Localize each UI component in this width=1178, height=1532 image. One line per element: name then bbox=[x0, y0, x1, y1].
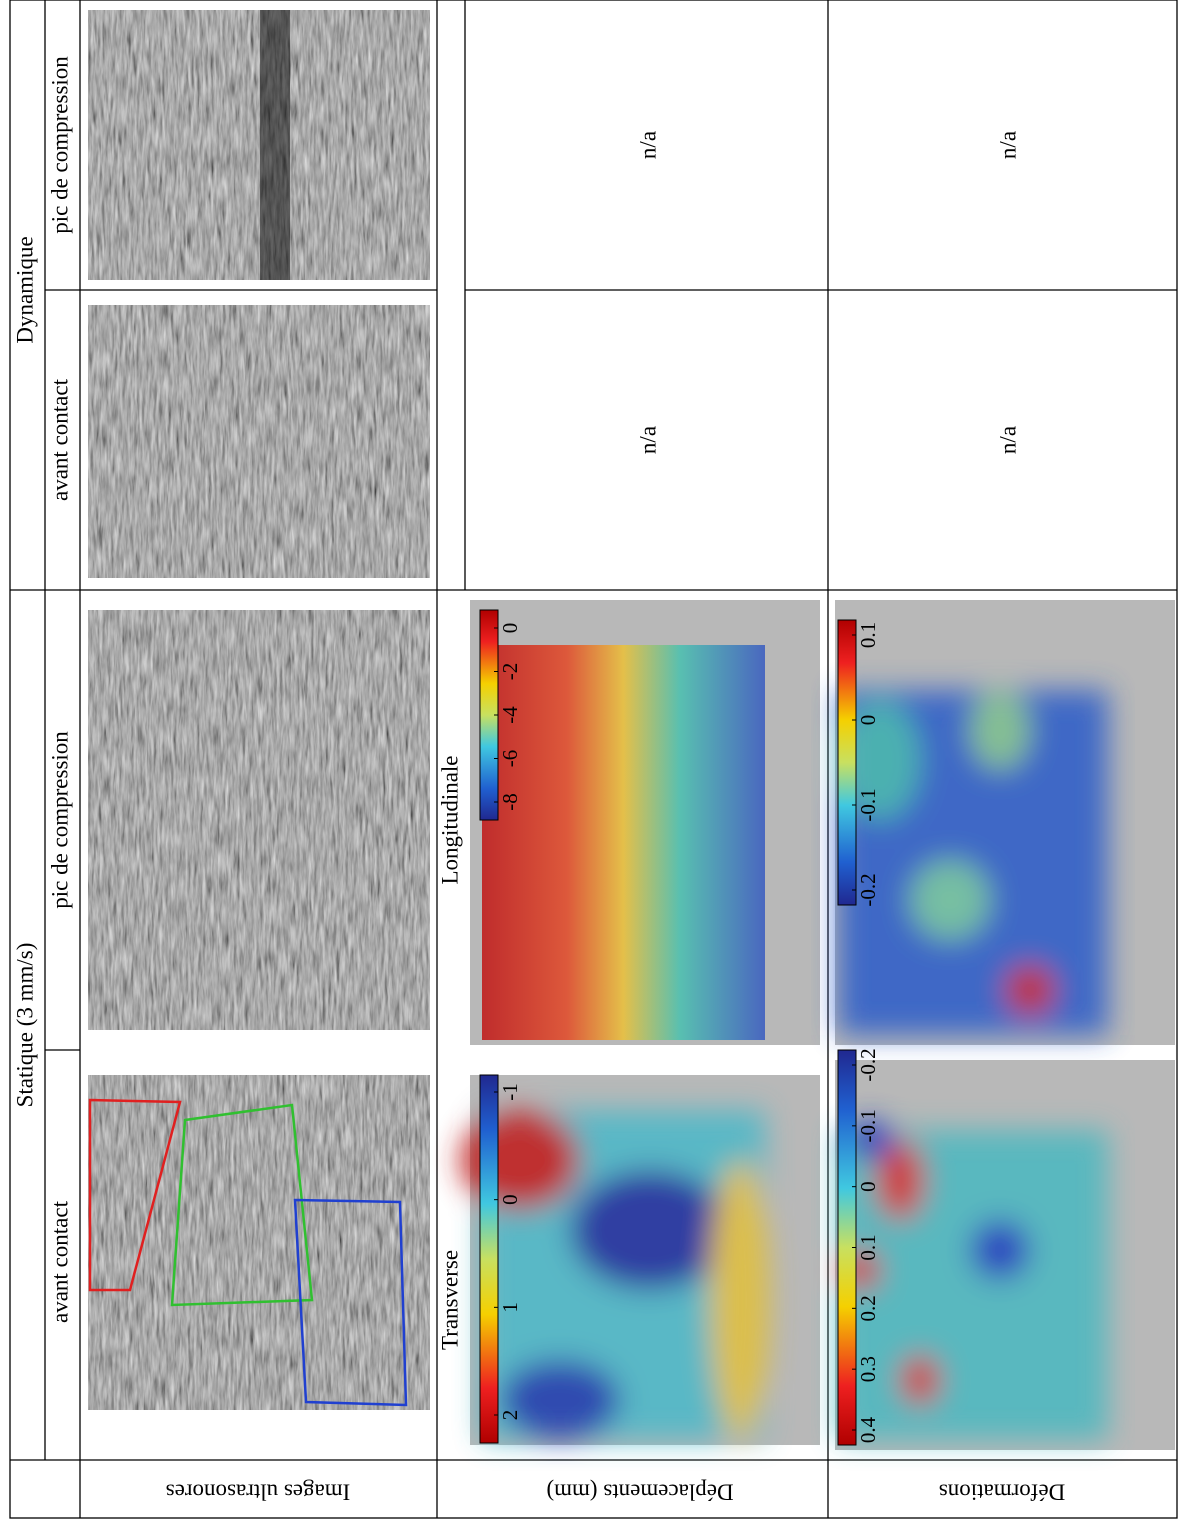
image-shade bbox=[260, 10, 290, 280]
colorbar-tick-label: -6 bbox=[498, 750, 522, 768]
panel-label: Transverse bbox=[437, 1250, 462, 1350]
ultrasound-images bbox=[88, 10, 430, 1410]
na: n/a bbox=[995, 426, 1020, 454]
colorbar-tick-label: 0 bbox=[498, 623, 522, 634]
row-header: Déplacements (mm) bbox=[546, 1480, 733, 1505]
colorbar-tick-label: 0.3 bbox=[856, 1356, 880, 1382]
colorbar-tick-label: -8 bbox=[498, 793, 522, 811]
colorbar-tick-label: -0.1 bbox=[856, 788, 880, 821]
ultrasound-image bbox=[88, 305, 430, 578]
na: n/a bbox=[635, 426, 660, 454]
colorbar-tick-label: -2 bbox=[498, 663, 522, 681]
table-border bbox=[9, 0, 1178, 1519]
colorbar-tick-label: 0.1 bbox=[856, 622, 880, 648]
roi bbox=[293, 1198, 408, 1407]
column-header: avant contact bbox=[47, 1200, 72, 1323]
ultrasound-image bbox=[88, 610, 430, 1030]
column-header: avant contact bbox=[47, 378, 72, 501]
colorbar-tick-label: 0.4 bbox=[856, 1416, 880, 1443]
colorbars bbox=[479, 609, 857, 1446]
na: n/a bbox=[995, 131, 1020, 159]
ultrasound-image bbox=[88, 1075, 430, 1410]
header-dynamic: Dynamique bbox=[12, 236, 37, 343]
colorbar-tick-label: 0.2 bbox=[856, 1295, 880, 1321]
colorbar-tick-label: 0 bbox=[498, 1194, 522, 1205]
row-header: Déformations bbox=[939, 1480, 1066, 1505]
colorbar-tick-label: -0.1 bbox=[856, 1109, 880, 1142]
row-header: Images ultrasonores bbox=[166, 1480, 351, 1505]
roi bbox=[170, 1103, 314, 1307]
ultrasound-image bbox=[88, 10, 430, 280]
header-static: Statique (3 mm/s) bbox=[12, 943, 37, 1108]
colorbar bbox=[837, 619, 857, 906]
colorbar-tick-label: -0.2 bbox=[856, 1048, 880, 1081]
colorbar-tick-label: 0.1 bbox=[856, 1234, 880, 1260]
colorbar-tick-label: 0 bbox=[856, 715, 880, 726]
column-header: pic de compression bbox=[47, 56, 72, 234]
colorbar bbox=[479, 1074, 499, 1444]
table-lines bbox=[9, 0, 1178, 1519]
colorbar-tick-label: 1 bbox=[498, 1302, 522, 1313]
heat-maps bbox=[460, 600, 1175, 1450]
colorbar-tick-label: 0 bbox=[856, 1181, 880, 1192]
colorbar-tick-label: -0.2 bbox=[856, 873, 880, 906]
panel-label: Longitudinale bbox=[437, 755, 462, 884]
column-header: pic de compression bbox=[47, 731, 72, 909]
colorbar-tick-label: 2 bbox=[498, 1410, 522, 1421]
colorbar-tick-label: -4 bbox=[498, 706, 522, 724]
na: n/a bbox=[635, 131, 660, 159]
heat-map bbox=[482, 645, 765, 1040]
roi bbox=[88, 1098, 182, 1292]
colorbar-tick-label: -1 bbox=[498, 1083, 522, 1101]
